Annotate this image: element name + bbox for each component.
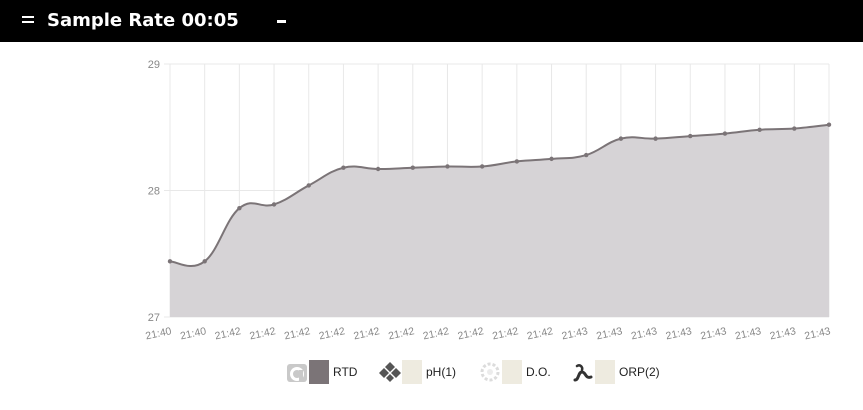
x-tick-label: 21:40: [179, 325, 207, 342]
x-tick-label: 21:40: [144, 325, 172, 342]
y-tick-label: 27: [148, 312, 160, 324]
do-sensor-icon: [478, 360, 502, 384]
data-point: [306, 183, 311, 188]
y-tick-label: 28: [148, 186, 160, 198]
rtd-sensor-icon: [285, 360, 309, 384]
orp-sensor-icon: [571, 360, 595, 384]
x-tick-label: 21:42: [318, 325, 346, 342]
chart-legend: RTD pH(1) D.O.: [0, 352, 863, 392]
legend-item-orp[interactable]: ORP(2): [571, 360, 660, 384]
data-point: [375, 166, 381, 172]
temperature-chart: 27 28 29 21:40 21:40 21:42 21:42 21:42 21:42 21:4…: [144, 59, 832, 342]
legend-label: pH(1): [426, 365, 457, 379]
data-point: [341, 165, 346, 170]
data-point: [271, 202, 277, 207]
x-tick-label: 21:43: [699, 325, 727, 342]
data-point: [653, 136, 658, 141]
data-point: [237, 206, 242, 211]
minimize-icon[interactable]: [273, 12, 291, 28]
y-tick-label: 29: [148, 59, 160, 71]
x-tick-label: 21:42: [387, 325, 415, 342]
top-bar: Sample Rate 00:05: [0, 0, 863, 42]
legend-label: ORP(2): [619, 365, 660, 379]
data-point: [167, 259, 173, 264]
menu-icon[interactable]: [22, 13, 34, 25]
legend-item-do[interactable]: D.O.: [478, 360, 551, 384]
x-tick-label: 21:43: [630, 325, 658, 342]
data-point: [584, 152, 589, 158]
x-tick-label: 21:42: [491, 325, 519, 342]
x-tick-label: 21:42: [457, 325, 485, 342]
data-point: [792, 126, 797, 131]
x-tick-label: 21:43: [769, 325, 797, 342]
chart-area: 27 28 29 21:40 21:40 21:42 21:42 21:42 21:42 21:4…: [0, 42, 863, 352]
data-point: [202, 259, 207, 264]
page-title: Sample Rate 00:05: [47, 10, 239, 31]
x-tick-label: 21:42: [526, 325, 554, 342]
data-point: [445, 164, 450, 169]
x-tick-label: 21:43: [561, 325, 589, 342]
ph-sensor-icon: [378, 360, 402, 384]
x-tick-label: 21:42: [422, 325, 450, 342]
data-point: [757, 127, 762, 132]
data-point: [479, 164, 485, 169]
data-point: [549, 156, 554, 162]
x-tick-label: 21:43: [595, 325, 623, 342]
x-tick-label: 21:42: [353, 325, 381, 342]
legend-item-rtd[interactable]: RTD: [285, 360, 357, 384]
x-tick-label: 21:42: [248, 325, 276, 342]
data-point: [618, 136, 624, 141]
legend-swatch: [309, 360, 329, 384]
data-point: [514, 159, 520, 164]
legend-label: D.O.: [526, 365, 551, 379]
data-point: [688, 133, 693, 139]
x-tick-label: 21:42: [214, 325, 242, 342]
data-point: [410, 165, 415, 170]
legend-swatch: [502, 360, 522, 384]
legend-item-ph[interactable]: pH(1): [378, 360, 456, 384]
series-area-rtd: [170, 124, 829, 317]
x-tick-label: 21:43: [665, 325, 693, 342]
legend-label: RTD: [333, 365, 358, 379]
x-tick-label: 21:43: [803, 325, 831, 342]
data-point: [826, 122, 832, 127]
x-tick-label: 21:42: [283, 325, 311, 342]
x-tick-label: 21:43: [734, 325, 762, 342]
legend-swatch: [402, 360, 422, 384]
legend-swatch: [595, 360, 615, 384]
data-point: [722, 131, 728, 136]
